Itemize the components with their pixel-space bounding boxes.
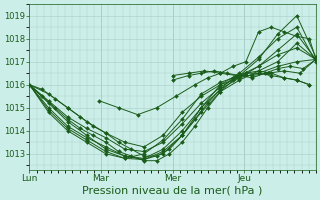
X-axis label: Pression niveau de la mer( hPa ): Pression niveau de la mer( hPa ) [83, 186, 263, 196]
